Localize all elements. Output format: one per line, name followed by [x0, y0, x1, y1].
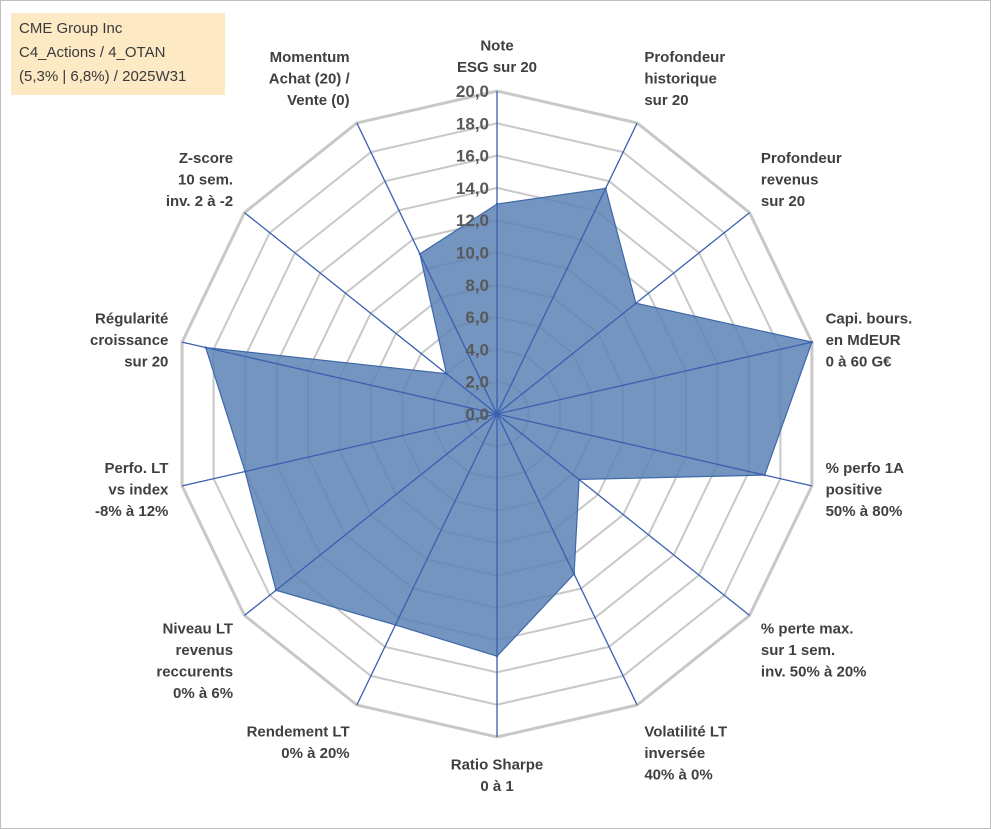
radar-spokes: [181, 91, 813, 737]
axis-label: Ratio Sharpe 0 à 1: [451, 757, 544, 796]
tick-label: 12,0: [456, 211, 489, 230]
tick-label: 20,0: [456, 82, 489, 101]
axis-spoke: [181, 413, 498, 487]
axis-label: Rendement LT 0% à 20%: [247, 723, 350, 762]
tick-label: 18,0: [456, 114, 489, 133]
axis-label: Volatilité LT inversée 40% à 0%: [644, 723, 727, 783]
axis-label: Capi. bours. en MdEUR 0 à 60 G€: [826, 311, 913, 371]
axis-label: % perte max. sur 1 sem. inv. 50% à 20%: [761, 620, 867, 680]
axis-label: % perfo 1A positive 50% à 80%: [826, 460, 905, 520]
axis-label: Perfo. LT vs index -8% à 12%: [95, 460, 169, 520]
axis-label: Profondeur historique sur 20: [644, 49, 725, 109]
tick-label: 4,0: [465, 340, 489, 359]
axis-spoke: [244, 413, 498, 616]
axis-spoke: [496, 341, 813, 415]
axis-spoke: [496, 122, 638, 415]
axis-label: Régularité croissance sur 20: [90, 311, 168, 371]
chart-title-box: CME Group Inc C4_Actions / 4_OTAN (5,3% …: [11, 13, 225, 95]
axis-labels: Note ESG sur 20 Profondeur historique sur 20…: [90, 38, 912, 796]
axis-spoke: [181, 341, 498, 415]
tick-label: 14,0: [456, 179, 489, 198]
axis-spoke: [244, 212, 498, 415]
series-area: [204, 187, 813, 657]
axis-label: Profondeur revenus sur 20: [761, 150, 842, 210]
tick-label: 0,0: [465, 405, 489, 424]
radar-series: [204, 187, 814, 658]
tick-label: 16,0: [456, 147, 489, 166]
axis-spoke: [496, 413, 638, 706]
axis-spoke: [496, 413, 813, 487]
portfolio-path: C4_Actions / 4_OTAN: [19, 44, 166, 61]
period-info: (5,3% | 6,8%) / 2025W31: [19, 68, 187, 85]
tick-label: 2,0: [465, 373, 489, 392]
axis-label: Niveau LT revenus reccurents 0% à 6%: [156, 620, 233, 702]
axis-spoke: [496, 212, 750, 415]
axis-spoke: [496, 413, 750, 616]
axis-spoke: [356, 413, 498, 706]
axis-label: Note ESG sur 20: [457, 38, 537, 77]
axis-spoke: [356, 122, 498, 415]
tick-label: 10,0: [456, 244, 489, 263]
axis-label: Z-score 10 sem. inv. 2 à -2: [166, 150, 233, 210]
tick-label: 6,0: [465, 308, 489, 327]
tick-label: 8,0: [465, 276, 489, 295]
company-name: CME Group Inc: [19, 20, 123, 37]
radial-tick-labels: 0,0 2,0 4,0 6,0 8,0 10,0 12,0 14,0 16,0 18,0 20,0: [456, 82, 489, 424]
axis-label: Momentum Achat (20) / Vente (0): [269, 49, 351, 109]
